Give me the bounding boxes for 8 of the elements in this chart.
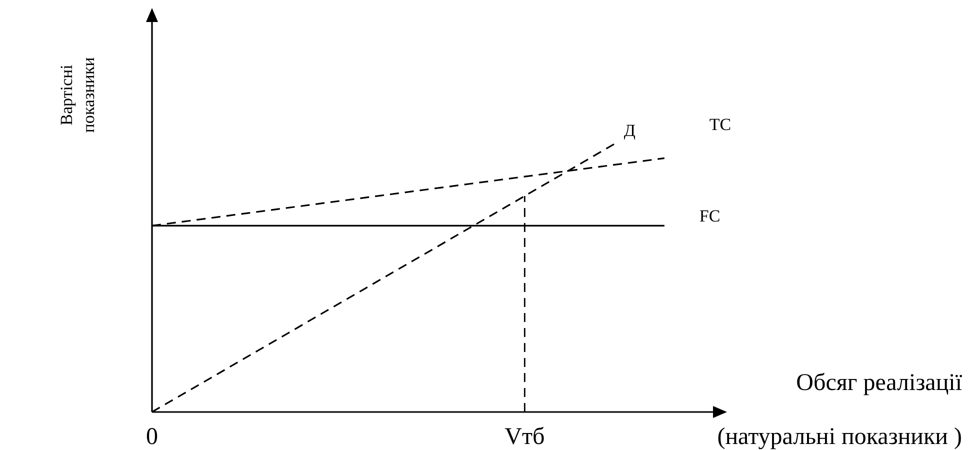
series-label: Д [624,121,636,140]
text: TC [709,115,732,134]
y-axis-title: Вартісні показники [57,57,98,133]
x-tick-label: 0 [146,424,158,450]
x-tick-label: Vтб [504,424,545,450]
text: (натуральні показники ) [717,424,962,450]
x-axis-title: Обсяг реалізації [796,370,962,396]
text: FC [699,206,720,226]
